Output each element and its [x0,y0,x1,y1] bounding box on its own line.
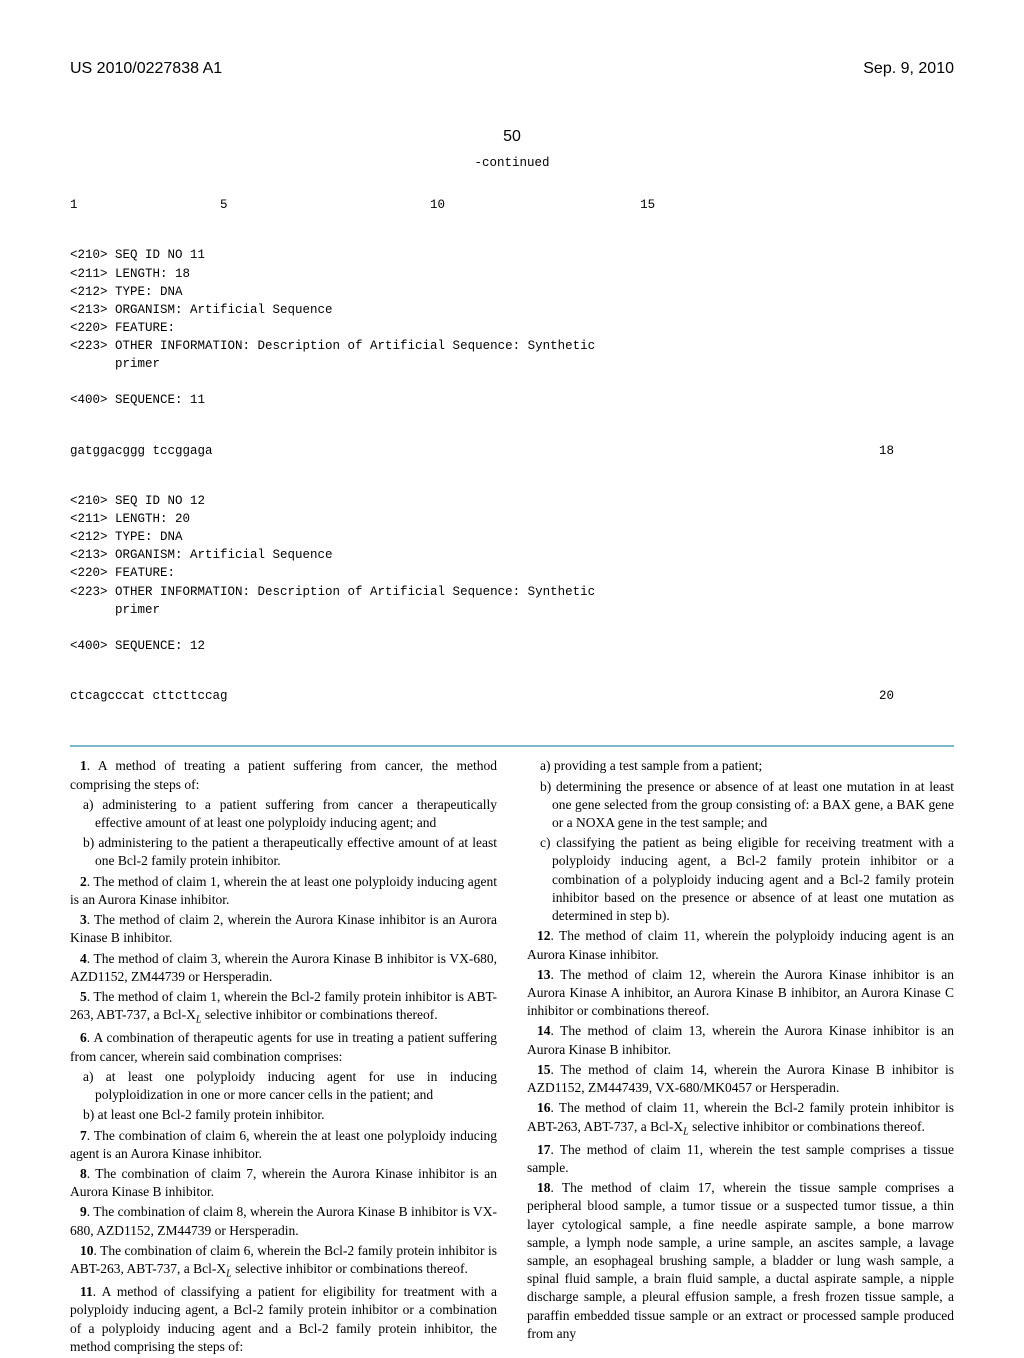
claim-number: 16 [527,1100,551,1115]
claim-sub-item: b) determining the presence or absence o… [527,778,954,833]
number-row: 1 5 10 15 [70,196,954,214]
claim-sub-item: b) administering to the patient a therap… [70,834,497,870]
continued-label: -continued [70,156,954,170]
claims-columns: 1. A method of treating a patient suffer… [70,757,954,1358]
claim-paragraph: 18. The method of claim 17, wherein the … [527,1179,954,1343]
claim-number: 10 [70,1243,94,1258]
patent-number: US 2010/0227838 A1 [70,60,222,78]
claim-number: 14 [527,1023,551,1038]
claim-number: 12 [527,928,551,943]
header: US 2010/0227838 A1 Sep. 9, 2010 [70,60,954,78]
claim-paragraph: 1. A method of treating a patient suffer… [70,757,497,793]
seq-11-block: <210> SEQ ID NO 11 <211> LENGTH: 18 <212… [70,246,954,409]
claim-number: 15 [527,1062,551,1077]
claim-paragraph: 6. A combination of therapeutic agents f… [70,1029,497,1065]
claim-paragraph: 2. The method of claim 1, wherein the at… [70,873,497,909]
claim-paragraph: 15. The method of claim 14, wherein the … [527,1061,954,1097]
claim-number: 1 [70,758,87,773]
claim-number: 9 [70,1204,87,1219]
claim-paragraph: 12. The method of claim 11, wherein the … [527,927,954,963]
claim-number: 6 [70,1030,87,1045]
claim-paragraph: 8. The combination of claim 7, wherein t… [70,1165,497,1201]
claim-number: 5 [70,989,87,1004]
claim-number: 13 [527,967,551,982]
claim-number: 3 [70,912,87,927]
right-column: a) providing a test sample from a patien… [527,757,954,1358]
claim-paragraph: 13. The method of claim 12, wherein the … [527,966,954,1021]
claim-paragraph: 10. The combination of claim 6, wherein … [70,1242,497,1281]
subscript: L [683,1126,689,1137]
seq-11-data-row: gatggacggg tccggaga 18 [70,442,954,460]
claim-sub-item: a) providing a test sample from a patien… [527,757,954,775]
claim-number: 18 [527,1180,551,1195]
seq-12-length: 20 [879,687,894,705]
claim-number: 4 [70,951,87,966]
claim-sub-item: a) at least one polyploidy inducing agen… [70,1068,497,1104]
claim-number: 7 [70,1128,87,1143]
page-number: 50 [70,128,954,146]
claim-sub-item: c) classifying the patient as being elig… [527,834,954,925]
claim-paragraph: 4. The method of claim 3, wherein the Au… [70,950,497,986]
seq-12-sequence: ctcagcccat cttcttccag [70,687,228,705]
subscript: L [196,1015,202,1026]
claim-number: 17 [527,1142,551,1157]
claim-number: 8 [70,1166,87,1181]
subscript: L [226,1269,232,1280]
claim-paragraph: 5. The method of claim 1, wherein the Bc… [70,988,497,1027]
sequence-listing: 1 5 10 15 <210> SEQ ID NO 11 <211> LENGT… [70,178,954,747]
claim-sub-item: b) at least one Bcl-2 family protein inh… [70,1106,497,1124]
seq-11-sequence: gatggacggg tccggaga [70,442,213,460]
claim-paragraph: 16. The method of claim 11, wherein the … [527,1099,954,1138]
left-column: 1. A method of treating a patient suffer… [70,757,497,1358]
claim-number: 11 [70,1284,93,1299]
seq-11-length: 18 [879,442,894,460]
patent-date: Sep. 9, 2010 [863,60,954,78]
seq-12-block: <210> SEQ ID NO 12 <211> LENGTH: 20 <212… [70,492,954,655]
claim-number: 2 [70,874,87,889]
claim-sub-item: a) administering to a patient suffering … [70,796,497,832]
claim-paragraph: 7. The combination of claim 6, wherein t… [70,1127,497,1163]
claim-paragraph: 14. The method of claim 13, wherein the … [527,1022,954,1058]
claim-paragraph: 9. The combination of claim 8, wherein t… [70,1203,497,1239]
seq-12-data-row: ctcagcccat cttcttccag 20 [70,687,954,705]
claim-paragraph: 3. The method of claim 2, wherein the Au… [70,911,497,947]
claim-paragraph: 17. The method of claim 11, wherein the … [527,1141,954,1177]
